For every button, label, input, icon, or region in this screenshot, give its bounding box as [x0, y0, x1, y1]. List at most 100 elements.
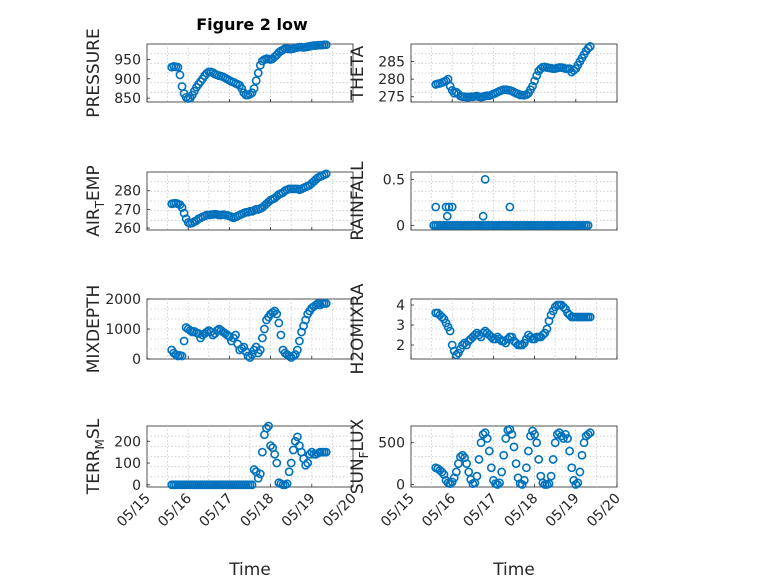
data-point — [583, 429, 593, 439]
data-point — [505, 424, 515, 434]
data-point — [260, 324, 269, 334]
y-tick-label: 285 — [378, 55, 405, 71]
data-point — [243, 351, 253, 361]
data-point — [544, 479, 554, 489]
data-point — [456, 452, 465, 462]
data-point — [521, 463, 531, 473]
data-point — [462, 459, 472, 469]
data-point — [295, 336, 304, 346]
data-point — [175, 70, 185, 80]
data-point — [530, 429, 539, 439]
y-tick-label: 1000 — [105, 322, 141, 338]
data-point — [249, 465, 259, 474]
y-tick-label: 270 — [114, 202, 141, 218]
y-tick-label: 0 — [396, 477, 405, 493]
data-point — [495, 334, 504, 344]
y-axis-label-part: AIR — [84, 208, 104, 237]
data-point — [253, 68, 263, 78]
data-point — [194, 329, 203, 338]
data-point — [542, 324, 552, 334]
y-tick-label: 3 — [396, 318, 405, 334]
data-point — [266, 441, 275, 451]
data-point — [445, 81, 455, 91]
y-tick-label: 260 — [114, 221, 141, 237]
data-point — [272, 458, 282, 468]
data-point — [573, 478, 583, 488]
y-axis-label: AIRTEMP — [84, 165, 107, 236]
y-tick-label: 0 — [396, 218, 405, 234]
data-point — [237, 84, 247, 93]
data-point — [493, 480, 502, 489]
data-point — [321, 169, 331, 179]
data-point — [431, 202, 441, 212]
y-tick-label: 100 — [114, 456, 141, 472]
data-point — [464, 467, 474, 477]
data-point — [517, 340, 527, 350]
y-tick-label: 2 — [396, 338, 405, 354]
data-point — [505, 202, 515, 212]
data-point — [550, 438, 560, 448]
data-point — [255, 345, 265, 355]
data-point — [569, 65, 579, 75]
data-point — [561, 429, 570, 439]
data-point — [548, 455, 558, 464]
data-point — [292, 432, 302, 442]
y-axis-label: H2OMIXRA — [348, 283, 368, 374]
data-point — [495, 478, 504, 488]
data-point — [321, 40, 331, 50]
y-tick-label: 900 — [114, 72, 141, 88]
subplot-6: 2 3 4 H2OMIXRA — [348, 283, 618, 375]
y-tick-label: 850 — [114, 91, 141, 107]
data-point — [532, 71, 542, 81]
data-point — [247, 480, 257, 490]
data-point — [444, 202, 454, 212]
data-point — [255, 60, 265, 70]
data-point — [486, 332, 496, 342]
data-point — [526, 332, 535, 342]
data-point — [257, 333, 267, 343]
data-point — [264, 421, 273, 431]
data-point — [575, 467, 585, 477]
y-axis-label: THETA — [348, 45, 368, 101]
y-axis-label-part: LUX — [348, 418, 368, 451]
subplot-1: 850 900 950 PRESSURE — [84, 28, 354, 118]
y-axis-label: PRESSURE — [84, 28, 104, 117]
data-point — [480, 174, 490, 184]
data-point — [445, 479, 455, 489]
y-tick-label: 500 — [378, 436, 405, 452]
y-tick-label: 0 — [132, 352, 141, 368]
y-axis-label-subscript: F — [357, 451, 371, 458]
data-point — [202, 68, 212, 78]
y-tick-label: 0 — [132, 478, 141, 494]
data-point — [476, 438, 486, 448]
data-point — [231, 330, 240, 340]
x-axis-label: Time — [228, 560, 271, 580]
data-point — [441, 202, 451, 212]
data-point — [253, 473, 263, 483]
y-axis-label: RAINFALL — [348, 161, 368, 241]
data-point — [282, 479, 292, 489]
data-point — [447, 477, 457, 487]
data-point — [497, 467, 507, 477]
data-point — [577, 450, 587, 460]
data-point — [517, 480, 527, 489]
data-point — [288, 445, 298, 455]
data-point — [552, 429, 562, 439]
data-point — [526, 431, 535, 441]
data-point — [262, 423, 271, 433]
data-point — [567, 463, 577, 473]
subplot-4: 0 0.5 RAINFALL — [348, 161, 618, 241]
data-point — [437, 312, 447, 322]
data-point — [458, 340, 467, 350]
data-point — [179, 208, 189, 218]
y-axis-label-part: EMP — [84, 165, 104, 201]
data-point — [313, 299, 323, 308]
data-point — [484, 446, 494, 456]
y-tick-label: 950 — [114, 52, 141, 68]
y-axis-label-part: SL — [84, 418, 104, 439]
y-tick-label: 280 — [114, 184, 141, 200]
